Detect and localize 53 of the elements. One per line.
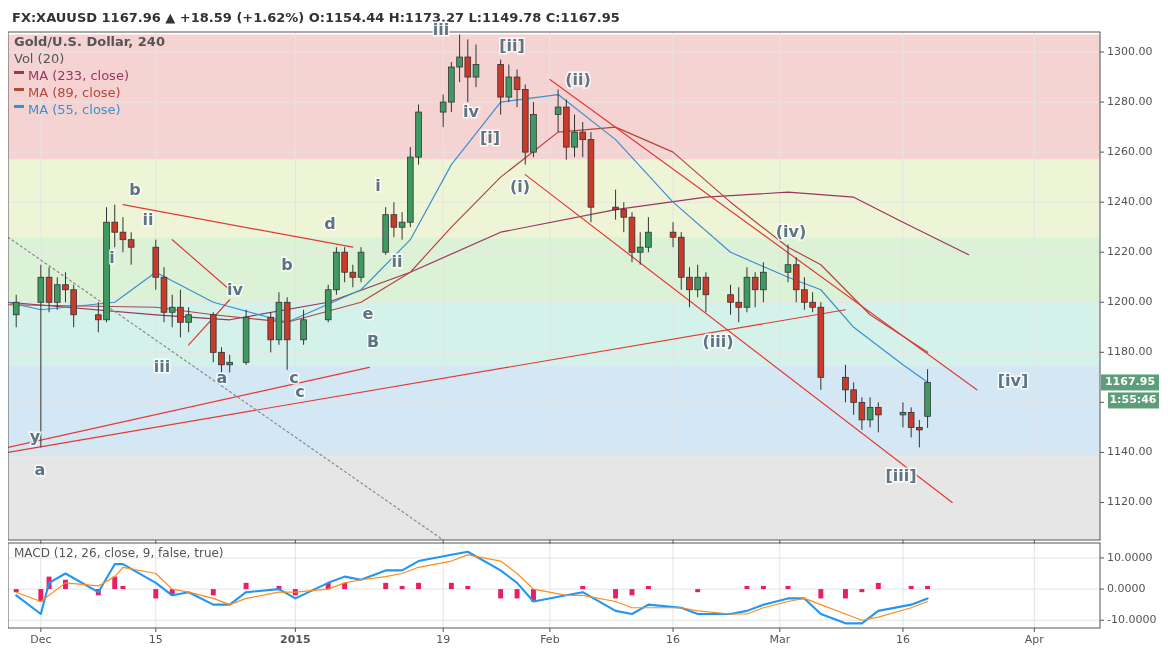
annotation: ii [391, 251, 403, 271]
text: 1167.95 [1104, 375, 1156, 389]
x-tick-label: 16 [895, 633, 910, 646]
annotation: ii [142, 209, 154, 229]
y-tick-label: 1200.00 [1107, 295, 1153, 309]
annotation: [iv] [997, 370, 1029, 390]
chart-subtitle: Gold/U.S. Dollar, 240 [14, 34, 165, 49]
legend-label: MA (55, close) [28, 102, 121, 117]
annotation: c [289, 367, 299, 387]
annotation: [i] [479, 127, 501, 147]
y-tick-label: 1280.00 [1107, 95, 1153, 109]
x-tick-label: 16 [666, 633, 681, 646]
chart-title: MACD (12, 26, close, 9, false, true) [14, 546, 224, 560]
y-tick-label: 10.0000 [1107, 550, 1153, 564]
y-tick-label: 0.0000 [1107, 582, 1146, 596]
annotation: i [375, 175, 381, 195]
annotation: (i) [509, 176, 531, 196]
annotation: B [366, 331, 380, 351]
x-tick-label: Mar [769, 633, 791, 646]
annotation: [iii] [885, 465, 917, 485]
y-tick-label: 1240.00 [1107, 195, 1153, 209]
x-tick-label: Feb [540, 633, 560, 646]
y-tick-label: -10.0000 [1107, 613, 1157, 627]
x-tick-label: Apr [1024, 633, 1045, 646]
annotation: e [362, 303, 374, 323]
annotation: iv [463, 101, 480, 121]
text: 1:55:46 [1109, 393, 1157, 407]
annotation: [ii] [499, 35, 525, 55]
y-tick-label: 1300.00 [1107, 45, 1153, 59]
annotation: Vol (20) [14, 51, 65, 66]
annotation: a [34, 459, 46, 479]
x-tick-label: Dec [30, 633, 52, 646]
y-tick-label: 1140.00 [1107, 445, 1153, 459]
x-tick-label: 19 [436, 633, 451, 646]
annotation: iii [153, 356, 171, 376]
legend-label: MA (233, close) [28, 68, 129, 83]
annotation: d [324, 213, 336, 233]
annotation: iv [227, 279, 244, 299]
annotation: b [281, 254, 293, 274]
annotation: (iv) [775, 221, 807, 241]
y-tick-label: 1260.00 [1107, 145, 1153, 159]
annotation: (iii) [702, 331, 734, 351]
annotation: b [129, 179, 141, 199]
annotation: a [216, 367, 228, 387]
x-tick-label: 2015 [280, 633, 311, 646]
annotation: (ii) [565, 69, 591, 89]
y-tick-label: 1180.00 [1107, 345, 1153, 359]
legend-label: MA (89, close) [28, 85, 121, 100]
x-tick-label: 15 [148, 633, 163, 646]
annotation: i [109, 247, 115, 267]
annotation: y [29, 426, 41, 446]
y-tick-label: 1220.00 [1107, 245, 1153, 259]
y-tick-label: 1120.00 [1107, 495, 1153, 509]
